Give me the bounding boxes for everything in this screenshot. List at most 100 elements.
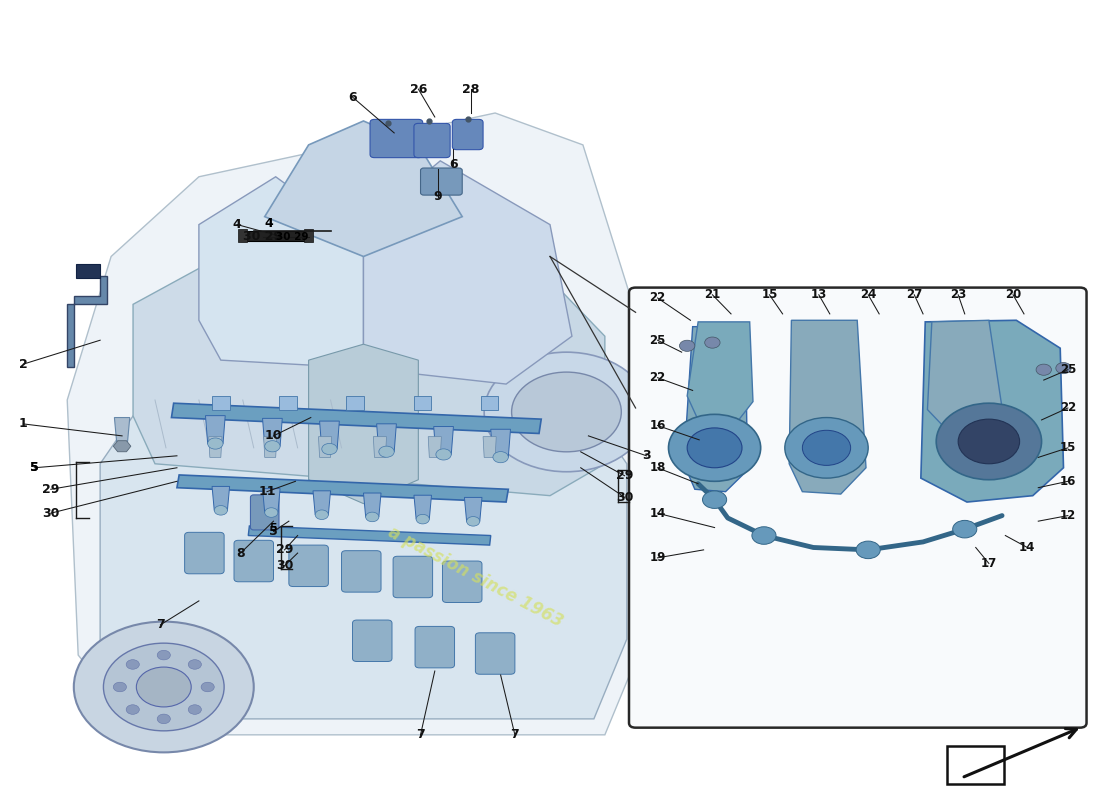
Polygon shape — [263, 489, 280, 513]
Text: 17: 17 — [981, 557, 997, 570]
Text: 5: 5 — [30, 462, 38, 474]
Circle shape — [188, 705, 201, 714]
Text: 27: 27 — [906, 288, 923, 302]
Circle shape — [752, 526, 776, 544]
FancyBboxPatch shape — [251, 495, 279, 530]
Circle shape — [365, 512, 378, 522]
Bar — [76, 264, 100, 278]
Text: 30 29: 30 29 — [276, 231, 308, 242]
Circle shape — [705, 337, 720, 348]
Text: 20: 20 — [1005, 288, 1021, 302]
FancyBboxPatch shape — [947, 746, 1004, 784]
Polygon shape — [114, 418, 130, 442]
Bar — [241, 231, 307, 241]
Text: 14: 14 — [1019, 541, 1035, 554]
Text: 7: 7 — [510, 728, 519, 742]
Text: 22: 22 — [649, 291, 666, 305]
Circle shape — [188, 660, 201, 670]
FancyBboxPatch shape — [352, 620, 392, 662]
Text: 30: 30 — [616, 490, 634, 504]
Text: 6: 6 — [349, 90, 356, 103]
Polygon shape — [363, 257, 605, 496]
Text: 14: 14 — [649, 506, 666, 520]
Text: 16: 16 — [1059, 475, 1076, 488]
Polygon shape — [428, 437, 441, 458]
Circle shape — [316, 510, 329, 519]
Polygon shape — [177, 475, 508, 502]
Polygon shape — [264, 437, 277, 458]
FancyBboxPatch shape — [414, 123, 450, 158]
Circle shape — [103, 643, 224, 731]
Polygon shape — [314, 491, 331, 514]
Circle shape — [113, 682, 127, 692]
FancyBboxPatch shape — [442, 561, 482, 602]
Text: 15: 15 — [1059, 442, 1076, 454]
Polygon shape — [414, 495, 431, 519]
Circle shape — [136, 667, 191, 707]
Text: 18: 18 — [649, 462, 666, 474]
Polygon shape — [320, 421, 339, 449]
Text: 29: 29 — [276, 543, 294, 556]
Polygon shape — [199, 177, 363, 368]
Text: 5: 5 — [270, 522, 277, 533]
Circle shape — [157, 714, 170, 724]
Text: 6: 6 — [449, 158, 458, 171]
Circle shape — [953, 520, 977, 538]
Circle shape — [436, 449, 451, 460]
Text: 19: 19 — [649, 551, 666, 564]
Polygon shape — [249, 526, 491, 545]
Text: 29: 29 — [616, 470, 634, 482]
Polygon shape — [100, 360, 627, 719]
FancyBboxPatch shape — [289, 545, 329, 586]
Circle shape — [784, 418, 868, 478]
Text: 8: 8 — [236, 546, 245, 559]
Polygon shape — [212, 486, 230, 510]
Polygon shape — [433, 426, 453, 454]
Text: 30: 30 — [276, 559, 294, 572]
Circle shape — [214, 506, 228, 515]
Circle shape — [416, 514, 429, 524]
Text: 13: 13 — [811, 288, 827, 302]
FancyBboxPatch shape — [234, 540, 274, 582]
Text: 21: 21 — [704, 288, 720, 302]
Circle shape — [322, 443, 337, 454]
Polygon shape — [265, 121, 462, 257]
Text: 2: 2 — [19, 358, 28, 370]
Circle shape — [265, 508, 278, 518]
Polygon shape — [67, 113, 638, 735]
Circle shape — [856, 541, 880, 558]
Text: 24: 24 — [860, 288, 877, 302]
Circle shape — [802, 430, 850, 466]
Polygon shape — [927, 320, 1002, 432]
Circle shape — [493, 451, 508, 462]
Polygon shape — [172, 403, 541, 434]
Polygon shape — [206, 416, 225, 443]
Bar — [481, 396, 498, 410]
Text: 10: 10 — [265, 430, 283, 442]
Text: 11: 11 — [258, 485, 276, 498]
Text: 3: 3 — [642, 450, 651, 462]
Circle shape — [1036, 364, 1052, 375]
Text: 25: 25 — [1059, 363, 1076, 376]
Bar — [305, 230, 314, 242]
Text: 4: 4 — [265, 217, 274, 230]
Polygon shape — [67, 277, 107, 366]
Circle shape — [265, 441, 280, 452]
Circle shape — [484, 352, 649, 472]
Bar — [279, 396, 297, 410]
Text: 30 29: 30 29 — [243, 230, 282, 243]
Polygon shape — [363, 493, 381, 517]
Polygon shape — [684, 326, 748, 492]
Circle shape — [1056, 362, 1071, 374]
Circle shape — [201, 682, 214, 692]
FancyBboxPatch shape — [475, 633, 515, 674]
Polygon shape — [309, 344, 418, 504]
Circle shape — [378, 446, 394, 458]
Circle shape — [512, 372, 621, 452]
Text: 25: 25 — [649, 334, 666, 346]
Bar — [212, 396, 230, 410]
Bar — [414, 396, 431, 410]
Polygon shape — [921, 320, 1064, 502]
Text: 7: 7 — [416, 728, 425, 742]
FancyBboxPatch shape — [420, 168, 462, 195]
